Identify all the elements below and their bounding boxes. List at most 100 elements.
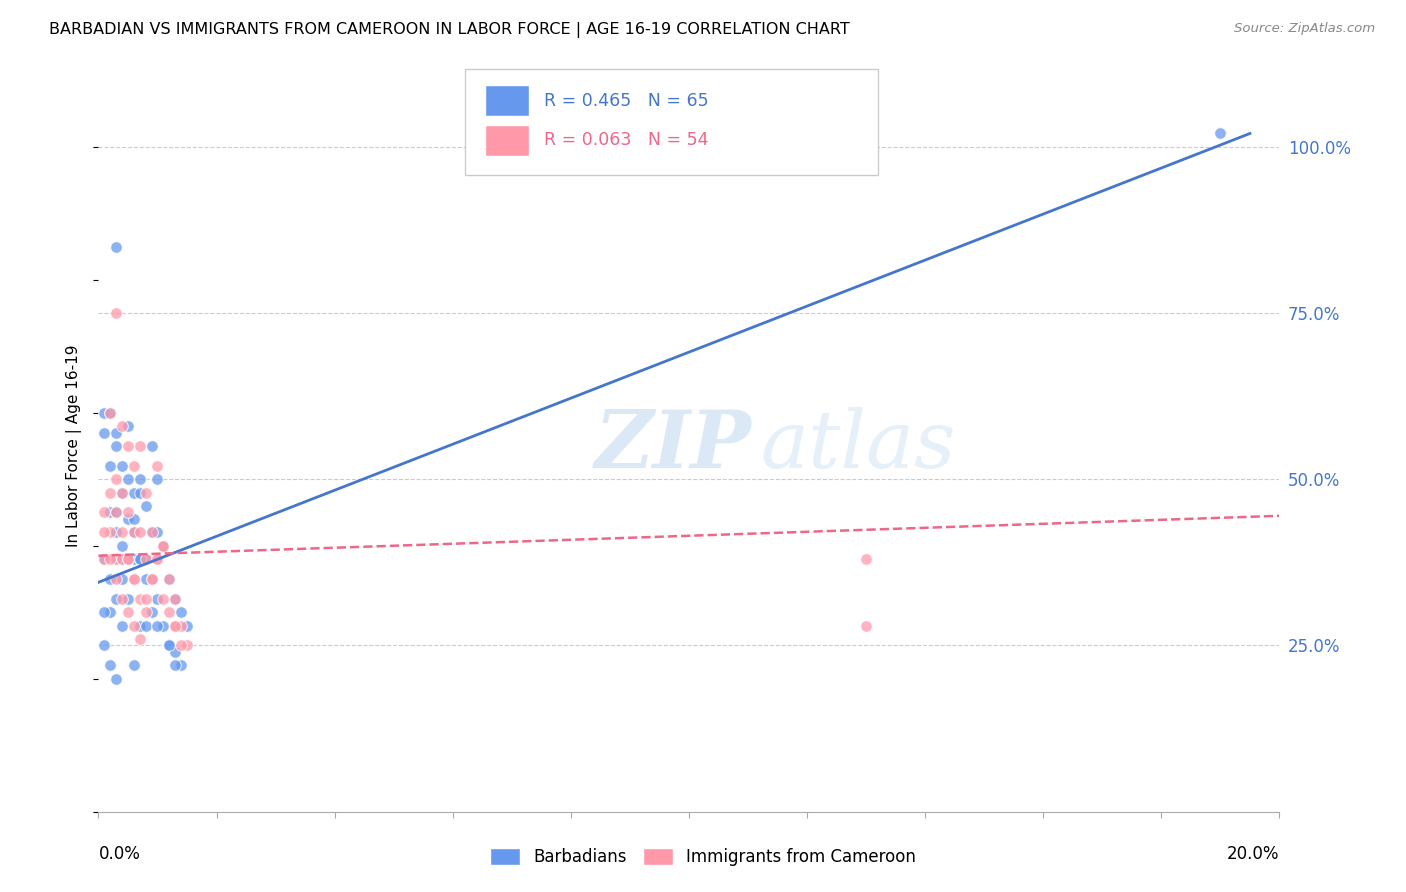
Point [135, 605, 157, 619]
Point [128, 525, 150, 540]
Legend: Barbadians, Immigrants from Cameroon: Barbadians, Immigrants from Cameroon [481, 840, 925, 875]
Text: ZIP: ZIP [595, 408, 751, 484]
Point [93, 552, 115, 566]
Point [93, 552, 115, 566]
Point [170, 605, 193, 619]
FancyBboxPatch shape [464, 70, 877, 176]
Point [122, 525, 145, 540]
Point [117, 552, 139, 566]
Text: 0.0%: 0.0% [98, 845, 141, 863]
Point [122, 618, 145, 632]
Point [146, 618, 169, 632]
Point [146, 552, 169, 566]
Point [170, 618, 193, 632]
Point [105, 506, 128, 520]
Point [111, 458, 134, 473]
Point [165, 645, 187, 659]
Point [117, 552, 139, 566]
Point [93, 506, 115, 520]
Point [855, 552, 877, 566]
Point [157, 572, 180, 586]
Point [135, 485, 157, 500]
Point [117, 506, 139, 520]
Point [176, 639, 198, 653]
Point [111, 618, 134, 632]
Point [93, 525, 115, 540]
Point [146, 458, 169, 473]
Point [93, 639, 115, 653]
Point [93, 605, 115, 619]
Point [152, 618, 174, 632]
Text: 20.0%: 20.0% [1227, 845, 1279, 863]
Point [157, 639, 180, 653]
Point [98, 406, 121, 420]
Point [128, 618, 150, 632]
Point [128, 591, 150, 606]
Point [117, 552, 139, 566]
Point [165, 618, 187, 632]
FancyBboxPatch shape [485, 86, 530, 116]
Point [141, 572, 163, 586]
Point [111, 485, 134, 500]
Point [98, 552, 121, 566]
Point [135, 552, 157, 566]
Point [98, 485, 121, 500]
Point [98, 605, 121, 619]
Point [105, 525, 128, 540]
Point [98, 506, 121, 520]
Point [105, 239, 128, 253]
Point [117, 419, 139, 434]
Point [141, 525, 163, 540]
Point [122, 658, 145, 673]
Point [117, 512, 139, 526]
Point [105, 506, 128, 520]
Point [157, 605, 180, 619]
Text: BARBADIAN VS IMMIGRANTS FROM CAMEROON IN LABOR FORCE | AGE 16-19 CORRELATION CHA: BARBADIAN VS IMMIGRANTS FROM CAMEROON IN… [49, 22, 851, 38]
Point [135, 552, 157, 566]
Point [111, 419, 134, 434]
Point [170, 639, 193, 653]
Point [152, 591, 174, 606]
Point [165, 618, 187, 632]
Point [1209, 127, 1232, 141]
Text: R = 0.063   N = 54: R = 0.063 N = 54 [544, 131, 709, 149]
FancyBboxPatch shape [485, 125, 530, 155]
Point [105, 425, 128, 440]
Point [152, 539, 174, 553]
Point [128, 472, 150, 486]
Point [128, 439, 150, 453]
Point [165, 591, 187, 606]
Point [146, 591, 169, 606]
Point [117, 439, 139, 453]
Point [111, 552, 134, 566]
Point [98, 406, 121, 420]
Point [98, 658, 121, 673]
Point [855, 618, 877, 632]
Point [141, 572, 163, 586]
Point [128, 485, 150, 500]
Point [117, 591, 139, 606]
Point [93, 425, 115, 440]
Point [128, 552, 150, 566]
Point [122, 525, 145, 540]
Point [141, 572, 163, 586]
Point [122, 458, 145, 473]
Point [128, 552, 150, 566]
Point [98, 525, 121, 540]
Point [105, 439, 128, 453]
Text: R = 0.465   N = 65: R = 0.465 N = 65 [544, 92, 709, 110]
Point [146, 525, 169, 540]
Point [141, 439, 163, 453]
Point [105, 306, 128, 320]
Point [111, 539, 134, 553]
Point [165, 591, 187, 606]
Point [105, 552, 128, 566]
Point [157, 639, 180, 653]
Point [135, 572, 157, 586]
Point [122, 485, 145, 500]
Y-axis label: In Labor Force | Age 16-19: In Labor Force | Age 16-19 [66, 344, 83, 548]
Point [105, 552, 128, 566]
Point [176, 618, 198, 632]
Point [105, 572, 128, 586]
Text: atlas: atlas [759, 408, 955, 484]
